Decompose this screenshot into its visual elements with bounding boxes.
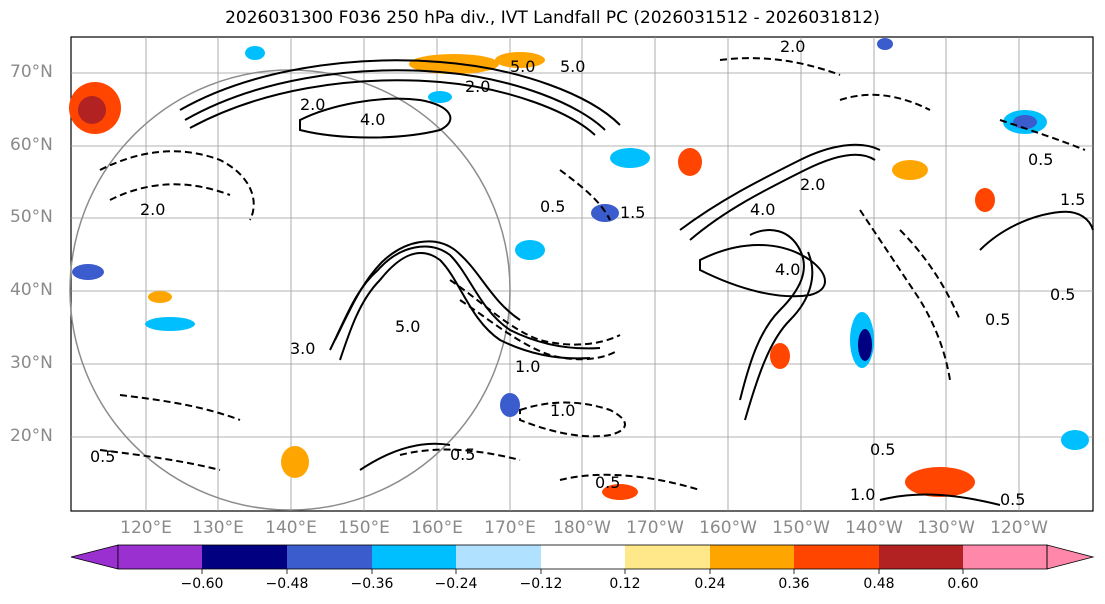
lon-label: 130°E — [192, 518, 244, 538]
lon-label: 150°W — [772, 518, 830, 538]
map-title: 2026031300 F036 250 hPa div., IVT Landfa… — [225, 8, 880, 28]
lon-label: 180°W — [553, 518, 611, 538]
lon-label: 170°W — [626, 518, 684, 538]
colorbar — [70, 544, 1095, 574]
lat-label: 30°N — [10, 353, 53, 373]
contour-labels: 5.0 2.0 2.0 4.0 5.0 2.0 0.5 1.5 2.0 0.5 … — [90, 37, 1085, 509]
contour-label: 0.5 — [450, 445, 475, 464]
lon-label: 130°W — [917, 518, 975, 538]
contour-label: 0.5 — [595, 473, 620, 492]
lat-label: 20°N — [10, 426, 53, 446]
contour-label: 1.0 — [550, 401, 575, 420]
contour-label: 3.0 — [290, 339, 315, 358]
colorbar-tick-label: 0.60 — [947, 576, 979, 592]
lat-label: 60°N — [10, 135, 53, 155]
colorbar-tick-label: 0.36 — [778, 576, 810, 592]
contour-label: 2.0 — [780, 37, 805, 56]
colorbar-under — [70, 544, 119, 570]
contour-label: 4.0 — [750, 200, 775, 219]
contour-label: 1.5 — [620, 203, 645, 222]
contour-label: 2.0 — [465, 77, 490, 96]
contour-label: 2.0 — [140, 200, 165, 219]
lon-label: 140°E — [265, 518, 317, 538]
colorbar-tick-label: 0.24 — [694, 576, 726, 592]
lon-label: 150°E — [338, 518, 390, 538]
colorbar-over — [1046, 544, 1095, 570]
colorbar-tick-label: −0.24 — [434, 576, 478, 592]
contours-dashed — [99, 57, 1086, 491]
contour-label: 4.0 — [775, 260, 800, 279]
colorbar-tick-label: −0.36 — [350, 576, 394, 592]
contour-label: 1.0 — [850, 485, 875, 504]
contour-label: 0.5 — [540, 197, 565, 216]
colorbar-tick-label: 0.48 — [863, 576, 895, 592]
lon-label: 120°E — [120, 518, 172, 538]
contour-label: 0.5 — [1000, 490, 1025, 509]
contour-label: 0.5 — [985, 310, 1010, 329]
lon-label: 160°E — [411, 518, 463, 538]
colorbar-tick-label: −0.48 — [265, 576, 309, 592]
contour-label: 1.0 — [515, 357, 540, 376]
contour-label: 2.0 — [300, 95, 325, 114]
divergence-shading — [69, 38, 1089, 500]
contour-label: 5.0 — [510, 57, 535, 76]
contour-label: 2.0 — [800, 175, 825, 194]
contours-solid — [179, 59, 1094, 506]
lon-label: 170°E — [484, 518, 536, 538]
lon-label: 120°W — [990, 518, 1048, 538]
contour-label: 0.5 — [90, 447, 115, 466]
contour-label: 0.5 — [1050, 285, 1075, 304]
colorbar-tick-label: −0.60 — [180, 576, 224, 592]
lat-label: 50°N — [10, 207, 53, 227]
contour-label: 0.5 — [870, 440, 895, 459]
lon-label: 140°W — [845, 518, 903, 538]
contour-label: 5.0 — [560, 57, 585, 76]
lat-label: 40°N — [10, 280, 53, 300]
contour-label: 4.0 — [360, 110, 385, 129]
contour-label: 0.5 — [1028, 150, 1053, 169]
lon-label: 160°W — [699, 518, 757, 538]
colorbar-tick-label: 0.12 — [609, 576, 641, 592]
lat-label: 70°N — [10, 62, 53, 82]
colorbar-tick-label: −0.12 — [519, 576, 563, 592]
contour-label: 1.5 — [1060, 190, 1085, 209]
contour-label: 5.0 — [395, 317, 420, 336]
